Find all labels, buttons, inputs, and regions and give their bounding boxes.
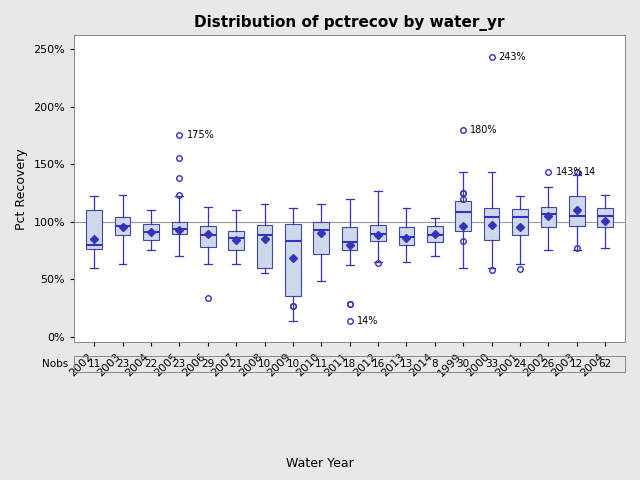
Text: 10: 10 [258, 359, 271, 369]
Text: 22: 22 [145, 359, 157, 369]
PathPatch shape [484, 208, 499, 240]
Text: 243%: 243% [499, 52, 526, 62]
PathPatch shape [597, 208, 613, 228]
Text: 8: 8 [431, 359, 438, 369]
Text: 14: 14 [584, 167, 596, 177]
Y-axis label: Pct Recovery: Pct Recovery [15, 148, 28, 230]
PathPatch shape [143, 224, 159, 240]
Text: 175%: 175% [186, 131, 214, 141]
Text: 21: 21 [230, 359, 243, 369]
Text: 143%: 143% [556, 167, 583, 177]
PathPatch shape [371, 225, 386, 241]
Text: 16: 16 [371, 359, 385, 369]
PathPatch shape [541, 207, 556, 228]
PathPatch shape [257, 225, 272, 268]
PathPatch shape [172, 222, 187, 234]
PathPatch shape [314, 222, 329, 254]
PathPatch shape [569, 196, 584, 226]
PathPatch shape [228, 231, 244, 251]
Text: 14%: 14% [356, 315, 378, 325]
PathPatch shape [456, 201, 471, 231]
PathPatch shape [399, 228, 414, 245]
Text: Nobs: Nobs [42, 359, 68, 369]
Text: 10: 10 [286, 359, 300, 369]
PathPatch shape [115, 217, 131, 236]
PathPatch shape [342, 228, 358, 251]
Text: 24: 24 [513, 359, 527, 369]
Text: 11: 11 [315, 359, 328, 369]
Text: 62: 62 [598, 359, 612, 369]
PathPatch shape [200, 226, 216, 247]
Title: Distribution of pctrecov by water_yr: Distribution of pctrecov by water_yr [195, 15, 505, 31]
PathPatch shape [427, 226, 443, 242]
PathPatch shape [86, 210, 102, 249]
Text: 26: 26 [541, 359, 555, 369]
Text: 13: 13 [400, 359, 413, 369]
Text: 12: 12 [570, 359, 584, 369]
Text: Water Year: Water Year [286, 457, 354, 470]
PathPatch shape [512, 209, 528, 236]
PathPatch shape [285, 224, 301, 297]
Text: 29: 29 [201, 359, 214, 369]
Text: 11: 11 [88, 359, 101, 369]
Text: 30: 30 [457, 359, 470, 369]
Text: 23: 23 [173, 359, 186, 369]
Text: 180%: 180% [470, 125, 498, 135]
Text: 23: 23 [116, 359, 129, 369]
Text: 18: 18 [343, 359, 356, 369]
Text: 33: 33 [485, 359, 498, 369]
